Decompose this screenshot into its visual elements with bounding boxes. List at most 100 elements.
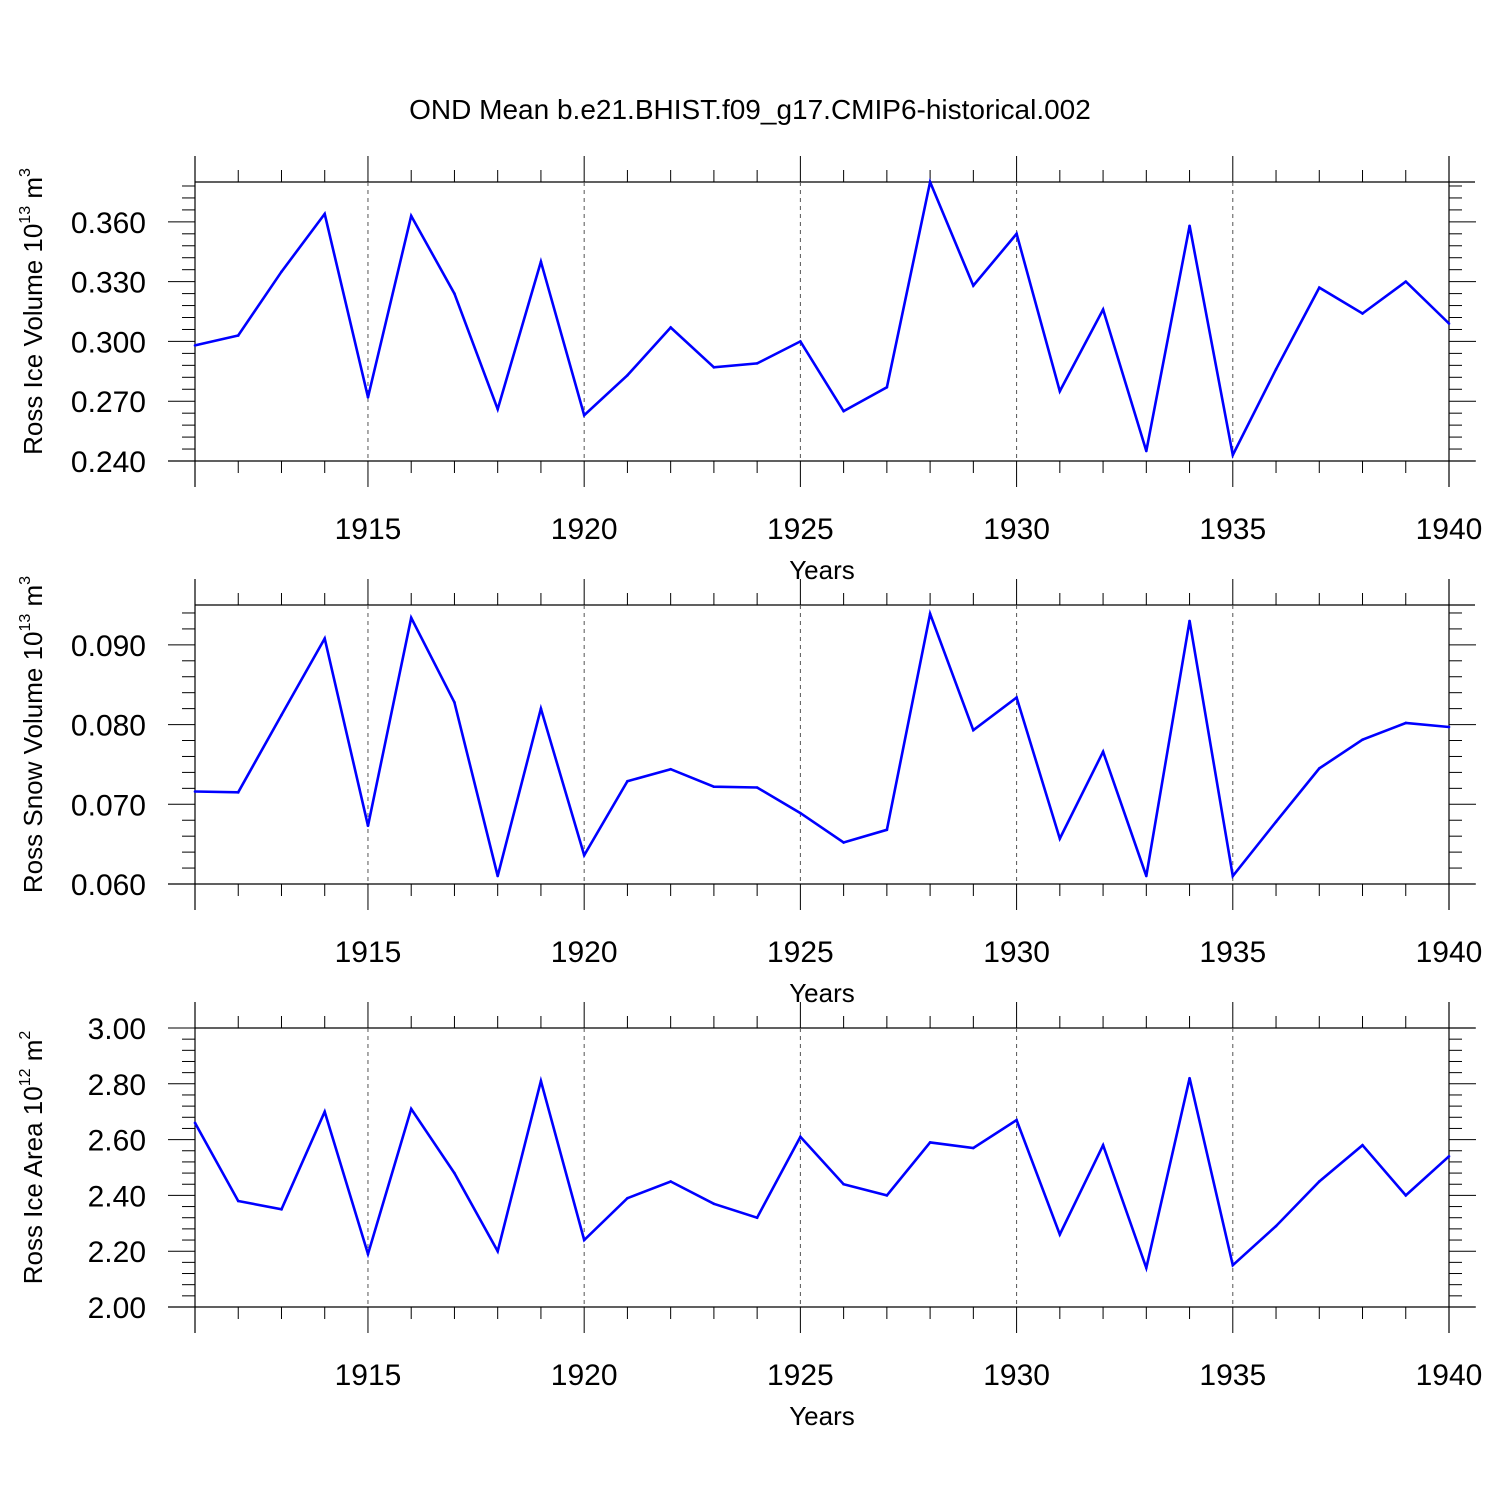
x-tick-label: 1935: [1199, 1359, 1266, 1392]
data-point: [712, 785, 716, 789]
x-tick-label: 1915: [335, 936, 402, 969]
x-axis-label: Years: [789, 1401, 855, 1431]
x-tick-label: 1940: [1416, 513, 1483, 546]
data-point: [1188, 1076, 1191, 1080]
x-tick-label: 1940: [1416, 1359, 1483, 1392]
y-axis-label-part: Ross Ice Volume 10: [18, 224, 48, 455]
data-point: [1361, 738, 1364, 742]
data-point: [496, 407, 499, 411]
x-tick-label: 1915: [335, 1359, 402, 1392]
x-axis-label: Years: [789, 555, 855, 585]
data-point: [453, 1171, 456, 1175]
data-point: [280, 713, 283, 717]
x-tick-label: 1925: [767, 936, 834, 969]
data-point: [1101, 750, 1105, 753]
data-point: [712, 366, 716, 369]
data-point: [496, 1249, 499, 1253]
data-point: [280, 270, 283, 273]
data-point: [1361, 312, 1364, 315]
x-tick-label: 1930: [983, 936, 1050, 969]
y-axis-label-part: 12: [17, 1068, 34, 1086]
data-point: [928, 612, 932, 616]
y-axis-label-part: 3: [17, 168, 34, 177]
data-point: [1404, 1194, 1408, 1197]
data-point: [928, 1141, 932, 1144]
x-tick-label: 1920: [551, 936, 618, 969]
x-tick-label: 1925: [767, 1359, 834, 1392]
data-point: [1188, 224, 1191, 228]
data-point: [366, 1252, 370, 1256]
y-axis-label-part: 13: [17, 614, 34, 632]
x-tick-label: 1930: [983, 513, 1050, 546]
data-point: [755, 1216, 759, 1220]
data-point: [712, 1202, 716, 1206]
y-tick-label: 2.60: [88, 1125, 146, 1158]
data-point: [669, 1180, 672, 1183]
data-point: [1274, 1224, 1278, 1228]
data-point: [626, 779, 629, 783]
data-point: [539, 260, 543, 264]
data-point: [885, 385, 889, 389]
data-point: [1015, 232, 1018, 236]
y-tick-label: 0.080: [71, 710, 146, 743]
figure-title: OND Mean b.e21.BHIST.f09_g17.CMIP6-histo…: [409, 94, 1091, 125]
data-point: [236, 334, 240, 337]
data-point: [582, 1238, 586, 1242]
data-point: [1317, 767, 1321, 770]
panel-2: 0.060 0.070 0.080 0.090 1915 1920 1925 1930 1935…: [17, 576, 1482, 1008]
data-point: [1145, 1266, 1148, 1270]
x-tick-label: 1940: [1416, 936, 1483, 969]
data-point: [799, 340, 802, 343]
data-point: [972, 1146, 975, 1150]
series-line: [194, 609, 1450, 880]
data-point: [885, 1194, 889, 1197]
data-point: [582, 854, 586, 857]
data-point: [842, 1182, 845, 1186]
data-point: [1274, 820, 1278, 824]
data-point: [755, 362, 759, 365]
data-point: [885, 828, 889, 832]
x-tick-label: 1930: [983, 1359, 1050, 1392]
data-point: [842, 841, 845, 844]
x-axis-label: Years: [789, 978, 855, 1008]
data-point: [453, 292, 456, 295]
y-tick-label: 0.240: [71, 446, 146, 479]
y-axis-label-part: m: [18, 1040, 48, 1069]
y-axis-label-part: 2: [17, 1031, 34, 1040]
data-point: [323, 212, 327, 216]
data-point: [1447, 1155, 1451, 1158]
y-tick-label: 0.060: [71, 869, 146, 902]
data-point: [972, 284, 975, 287]
y-tick-label: 0.070: [71, 789, 146, 822]
data-point: [1404, 280, 1408, 283]
y-axis-label-part: m: [18, 177, 48, 206]
data-point: [669, 326, 672, 329]
data-point: [799, 1135, 802, 1139]
y-axis-label-part: Ross Snow Volume 10: [18, 632, 48, 894]
data-point: [799, 811, 802, 815]
x-tick-label: 1915: [335, 513, 402, 546]
data-point: [1274, 368, 1278, 371]
data-point: [1447, 322, 1451, 325]
data-point: [1404, 721, 1408, 725]
y-axis-label-part: Ross Ice Area 10: [18, 1086, 48, 1284]
data-point: [193, 344, 197, 347]
data-point: [539, 707, 543, 710]
data-point: [582, 413, 586, 417]
y-axis-label-part: m: [18, 585, 48, 614]
data-point: [1317, 286, 1321, 289]
data-point: [366, 395, 370, 399]
data-point: [323, 637, 327, 640]
y-tick-label: 2.40: [88, 1180, 146, 1213]
panel-1: 0.240 0.270 0.300 0.330 0.360 1915 1920 1925 193…: [17, 156, 1482, 585]
y-tick-label: 2.80: [88, 1069, 146, 1102]
y-tick-label: 0.090: [71, 630, 146, 663]
y-tick-label: 0.270: [71, 386, 146, 419]
y-tick-label: 0.330: [71, 267, 146, 300]
y-tick-label: 0.300: [71, 326, 146, 359]
data-point: [1145, 874, 1148, 878]
x-tick-label: 1920: [551, 1359, 618, 1392]
data-point: [1231, 1263, 1235, 1267]
data-point: [626, 1196, 629, 1200]
